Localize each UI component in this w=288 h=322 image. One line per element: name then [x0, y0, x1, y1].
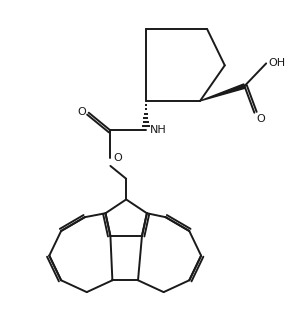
Text: O: O [77, 107, 86, 117]
Polygon shape [200, 84, 245, 101]
Text: O: O [256, 114, 265, 124]
Text: OH: OH [268, 58, 285, 68]
Text: NH: NH [150, 126, 166, 136]
Text: O: O [113, 153, 122, 163]
